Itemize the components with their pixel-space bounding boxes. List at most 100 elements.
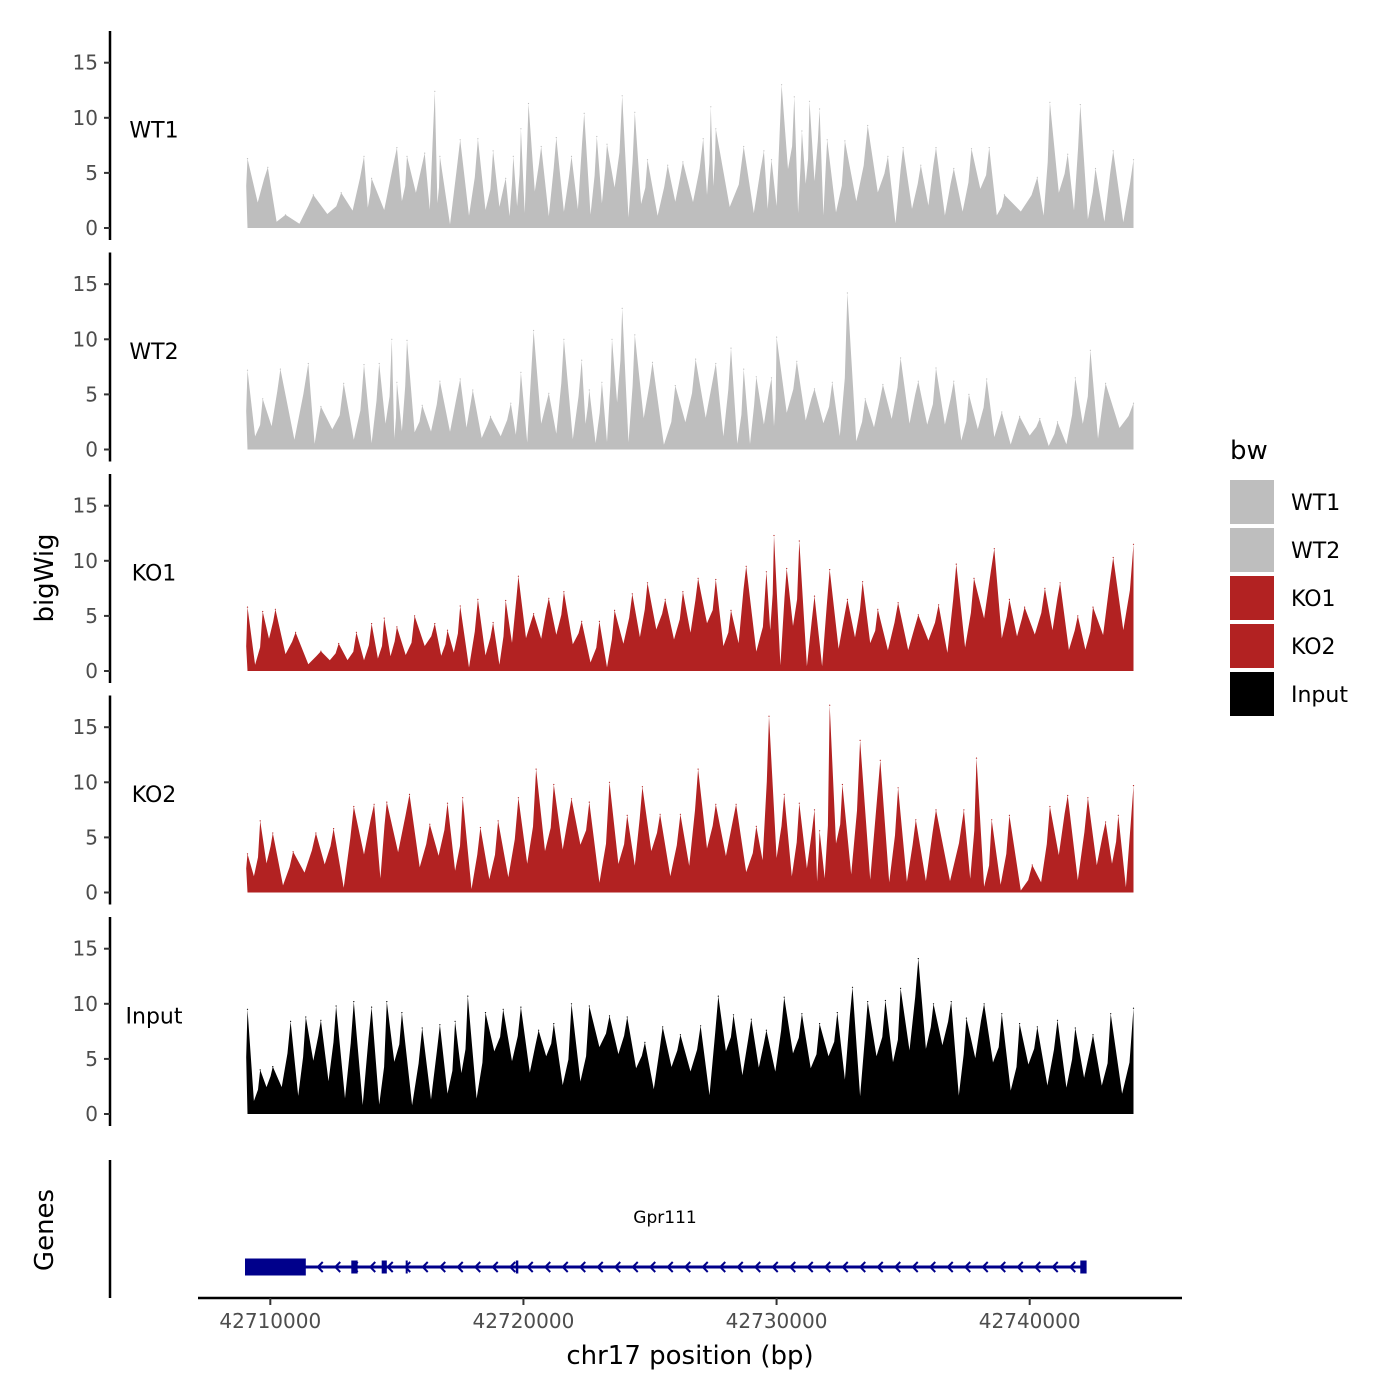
coverage-peak bbox=[363, 155, 365, 157]
legend-label: KO1 bbox=[1291, 587, 1336, 612]
coverage-peak bbox=[1110, 1013, 1112, 1015]
coverage-peak bbox=[484, 1012, 487, 1014]
y-tick-label: 10 bbox=[73, 992, 98, 1016]
coverage-peak bbox=[489, 415, 492, 417]
coverage-peak bbox=[1105, 382, 1107, 384]
coverage-peak bbox=[732, 1014, 735, 1016]
legend-label: KO2 bbox=[1291, 635, 1336, 660]
coverage-peak bbox=[765, 571, 768, 573]
coverage-peak bbox=[697, 768, 699, 770]
x-tick-label: 42740000 bbox=[979, 1309, 1081, 1333]
coverage-peak bbox=[601, 381, 603, 383]
track-label: WT1 bbox=[129, 119, 178, 144]
coverage-peak bbox=[851, 986, 854, 988]
coverage-peak bbox=[659, 813, 661, 815]
coverage-peak bbox=[335, 1005, 337, 1007]
coverage-peak bbox=[920, 164, 922, 166]
coverage-peak bbox=[259, 1069, 261, 1071]
strand-arrow bbox=[421, 1261, 429, 1273]
coverage-peak bbox=[614, 609, 616, 612]
coverage-peak bbox=[424, 152, 426, 154]
coverage-peak bbox=[505, 599, 507, 602]
coverage-peak bbox=[715, 128, 717, 130]
coverage-peak bbox=[320, 1019, 322, 1021]
coverage-peak bbox=[702, 138, 704, 140]
coverage-peak bbox=[588, 389, 590, 391]
strand-arrow bbox=[613, 1261, 621, 1273]
strand-arrow bbox=[753, 1261, 761, 1273]
coverage-peak bbox=[634, 111, 636, 113]
coverage-peak bbox=[505, 177, 507, 179]
strand-arrow bbox=[526, 1261, 534, 1273]
coverage-area bbox=[246, 535, 1134, 671]
track-ko2: 0 5 10 15 KO2 bbox=[73, 695, 1135, 905]
legend: bw WT1 WT2 KO1 KO2 Input bbox=[1230, 436, 1348, 716]
coverage-peak bbox=[1049, 805, 1051, 808]
y-tick-label: 10 bbox=[73, 549, 98, 573]
coverage-peak bbox=[570, 798, 573, 800]
strand-arrow bbox=[473, 1261, 481, 1273]
coverage-peak bbox=[819, 1023, 821, 1025]
strand-arrow bbox=[771, 1261, 779, 1273]
track-wt1: 0 5 10 15 WT1 bbox=[73, 31, 1135, 240]
coverage-peak bbox=[801, 1013, 803, 1015]
strand-arrow bbox=[316, 1261, 324, 1273]
coverage-peak bbox=[864, 398, 866, 400]
coverage-peak bbox=[434, 90, 436, 92]
coverage-peak bbox=[259, 820, 261, 822]
coverage-peak bbox=[1008, 598, 1011, 601]
coverage-peak bbox=[608, 1015, 611, 1017]
legend-label: WT1 bbox=[1291, 491, 1340, 516]
coverage-peak bbox=[730, 347, 732, 349]
coverage-peak bbox=[1117, 814, 1119, 817]
coverage-peak bbox=[882, 383, 884, 386]
coverage-peak bbox=[548, 597, 550, 599]
coverage-tracks: 0 5 10 15 WT1 0 5 10 15 WT2 0 5 10 15 KO1 0 5 10 15 KO2 0 5 10… bbox=[73, 31, 1135, 1126]
coverage-peak bbox=[246, 158, 249, 160]
y-axis-label: bigWig bbox=[30, 533, 60, 622]
coverage-peak bbox=[745, 565, 747, 567]
coverage-peak bbox=[859, 739, 861, 742]
coverage-peak bbox=[1089, 349, 1091, 351]
coverage-peak bbox=[408, 793, 411, 796]
coverage-peak bbox=[651, 361, 654, 363]
coverage-peak bbox=[290, 1020, 292, 1023]
coverage-peak bbox=[373, 803, 375, 805]
y-tick-label: 5 bbox=[85, 604, 98, 628]
coverage-peak bbox=[1112, 556, 1114, 559]
coverage-peak bbox=[371, 623, 373, 625]
coverage-peak bbox=[831, 381, 833, 383]
coverage-peak bbox=[517, 797, 520, 799]
coverage-peak bbox=[1074, 1027, 1076, 1029]
coverage-peak bbox=[765, 1029, 768, 1031]
coverage-peak bbox=[446, 629, 449, 631]
coverage-peak bbox=[295, 631, 297, 634]
legend-key-wt1 bbox=[1230, 480, 1274, 524]
coverage-peak bbox=[459, 605, 461, 607]
coverage-peak bbox=[621, 307, 623, 309]
coverage-peak bbox=[750, 1018, 752, 1020]
coverage-peak bbox=[497, 820, 499, 822]
coverage-peak bbox=[783, 996, 785, 998]
coverage-peak bbox=[783, 793, 785, 796]
coverage-peak bbox=[608, 781, 611, 783]
gene-exon bbox=[245, 1258, 306, 1276]
y-tick-label: 10 bbox=[73, 327, 98, 351]
y-tick-label: 15 bbox=[73, 937, 98, 961]
coverage-peak bbox=[598, 620, 601, 623]
coverage-peak bbox=[1132, 1007, 1135, 1009]
coverage-peak bbox=[897, 787, 899, 789]
strand-arrow bbox=[736, 1261, 744, 1273]
legend-key-input bbox=[1230, 672, 1274, 716]
coverage-peak bbox=[1074, 377, 1076, 379]
coverage-peak bbox=[1019, 415, 1021, 417]
track-label: WT2 bbox=[129, 340, 178, 365]
strand-arrow bbox=[438, 1261, 446, 1273]
strand-arrow bbox=[963, 1261, 971, 1273]
coverage-peak bbox=[1059, 582, 1061, 584]
coverage-peak bbox=[983, 1003, 985, 1005]
coverage-peak bbox=[915, 819, 917, 821]
coverage-peak bbox=[786, 567, 788, 570]
coverage-peak bbox=[963, 809, 965, 811]
strand-arrow bbox=[508, 1261, 516, 1273]
